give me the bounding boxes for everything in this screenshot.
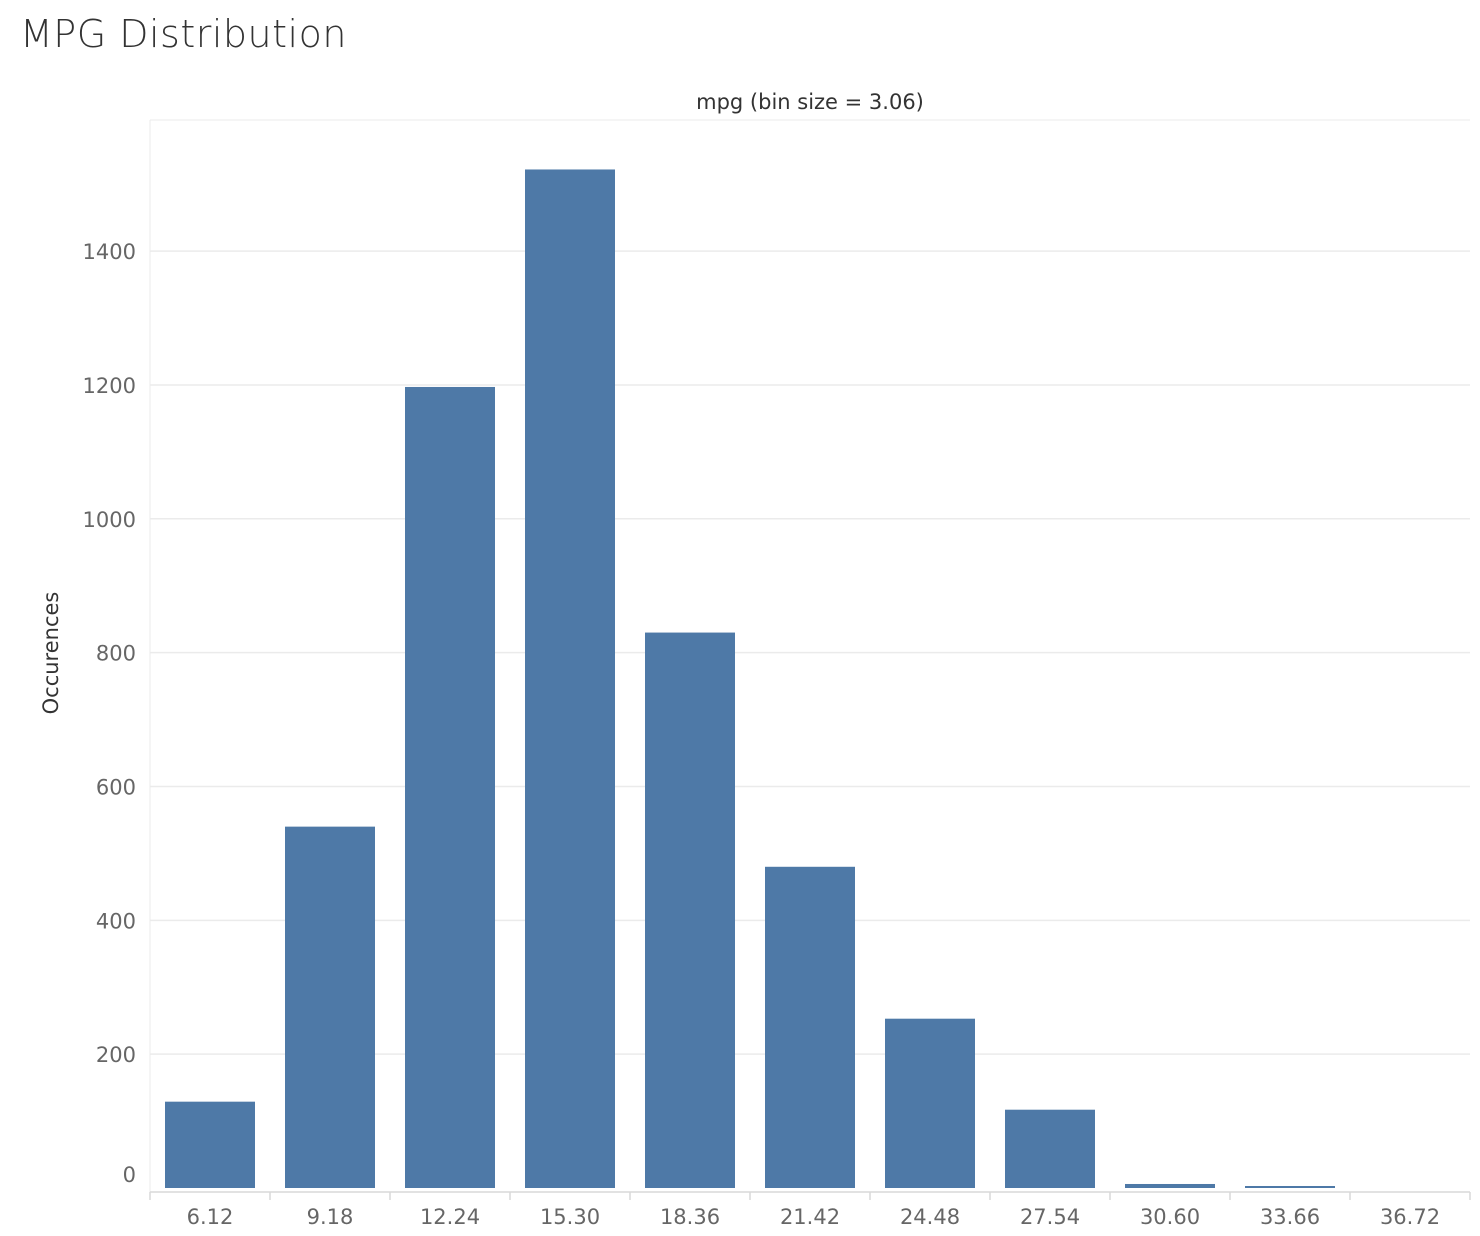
x-tick-label: 36.72 (1380, 1205, 1440, 1229)
x-tick-label: 12.24 (420, 1205, 480, 1229)
axes (149, 119, 1470, 1200)
bar (1245, 1186, 1335, 1188)
bar (645, 632, 735, 1188)
x-tick-label: 33.66 (1260, 1205, 1320, 1229)
bar (525, 169, 615, 1188)
bar (1125, 1183, 1215, 1188)
x-axis-ticks: 6.12 9.18 12.24 15.30 18.36 21.42 24.48 27.54 30… (149, 1192, 1471, 1229)
y-tick-label: 1400 (83, 240, 136, 264)
y-axis-title: Occurences (39, 592, 63, 715)
x-tick-label: 9.18 (307, 1205, 354, 1229)
y-tick-label: 0 (123, 1163, 136, 1187)
x-tick-label: 6.12 (187, 1205, 234, 1229)
y-tick-label: 600 (96, 775, 136, 799)
y-tick-label: 400 (96, 909, 136, 933)
y-tick-label: 1200 (83, 374, 136, 398)
y-tick-label: 800 (96, 642, 136, 666)
y-tick-label: 1000 (83, 508, 136, 532)
x-axis-title: mpg (bin size = 3.06) (696, 90, 924, 114)
bar (1005, 1109, 1095, 1188)
y-axis-ticks: 0 200 400 600 800 1000 1200 1400 (83, 240, 136, 1187)
x-tick-label: 27.54 (1020, 1205, 1080, 1229)
x-tick-label: 30.60 (1140, 1205, 1200, 1229)
bar (405, 386, 495, 1188)
bar (765, 866, 855, 1188)
bars (165, 169, 1335, 1188)
bar (165, 1101, 255, 1188)
bar (885, 1018, 975, 1188)
x-tick-label: 15.30 (540, 1205, 600, 1229)
x-tick-label: 18.36 (660, 1205, 720, 1229)
y-tick-label: 200 (96, 1043, 136, 1067)
page-title: MPG Distribution (20, 12, 347, 56)
bar (285, 826, 375, 1188)
x-tick-label: 21.42 (780, 1205, 840, 1229)
x-tick-label: 24.48 (900, 1205, 960, 1229)
